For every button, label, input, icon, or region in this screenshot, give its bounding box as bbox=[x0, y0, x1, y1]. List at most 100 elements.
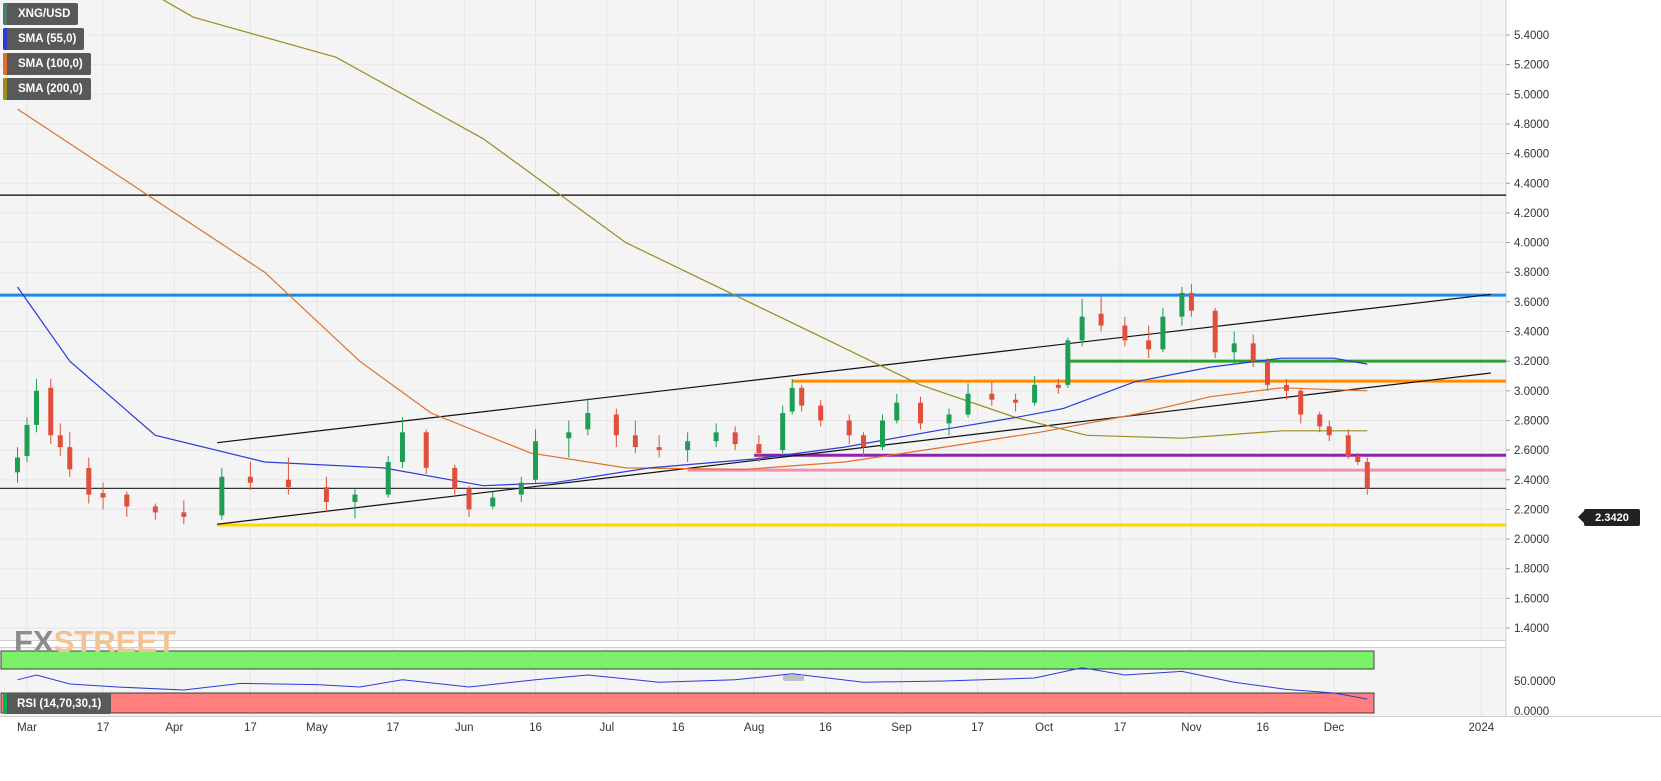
sma55-line bbox=[17, 286, 1368, 487]
price-tick-label: 5.0000 bbox=[1514, 89, 1549, 101]
sma100-line bbox=[17, 108, 1368, 471]
legend-sma100-label: SMA (100,0) bbox=[18, 58, 83, 70]
price-tick-label: 4.8000 bbox=[1514, 119, 1549, 131]
candle-body bbox=[100, 493, 106, 498]
candle-body bbox=[352, 494, 358, 502]
legend-sma100[interactable]: SMA (100,0) bbox=[3, 53, 91, 75]
candle-body bbox=[656, 447, 662, 451]
rsi-legend[interactable]: RSI (14,70,30,1) bbox=[3, 693, 112, 714]
time-tick-label: 17 bbox=[244, 722, 257, 734]
candle-body bbox=[86, 467, 92, 495]
time-tick-label: Mar bbox=[17, 722, 37, 734]
candle-body bbox=[799, 387, 805, 406]
candle-body bbox=[860, 435, 866, 448]
time-tick-label: 17 bbox=[971, 722, 984, 734]
candle-body bbox=[632, 435, 638, 448]
candle-body bbox=[756, 444, 762, 454]
candle-body bbox=[466, 488, 472, 510]
price-tick-label: 2.6000 bbox=[1514, 445, 1549, 457]
time-tick-label: Oct bbox=[1035, 722, 1054, 734]
candle-body bbox=[1013, 399, 1019, 403]
current-price-tag: 2.3420 bbox=[1578, 509, 1640, 526]
rsi-line bbox=[17, 667, 1368, 700]
time-tick-label: 16 bbox=[672, 722, 685, 734]
rsi-tick-label: 0.0000 bbox=[1514, 706, 1549, 718]
candle-body bbox=[323, 487, 329, 502]
candle-body bbox=[124, 494, 130, 507]
candle-body bbox=[1055, 384, 1061, 388]
time-tick-label: 16 bbox=[819, 722, 832, 734]
fxstreet-watermark: FXSTREET bbox=[14, 624, 176, 660]
candle-body bbox=[1160, 316, 1166, 350]
candle-body bbox=[399, 432, 405, 462]
candle-body bbox=[732, 432, 738, 445]
candle-body bbox=[713, 432, 719, 442]
legend-symbol[interactable]: XNG/USD bbox=[3, 3, 79, 25]
price-tick-label: 5.4000 bbox=[1514, 30, 1549, 42]
candle-body bbox=[14, 457, 20, 473]
time-tick-label: 2024 bbox=[1469, 722, 1495, 734]
candle-body bbox=[780, 413, 786, 451]
legend-sma55[interactable]: SMA (55,0) bbox=[3, 28, 85, 50]
candle-body bbox=[1032, 384, 1038, 403]
time-tick-label: May bbox=[306, 722, 328, 734]
legend-symbol-label: XNG/USD bbox=[18, 8, 71, 20]
candle-body bbox=[34, 390, 40, 425]
price-tick-label: 2.2000 bbox=[1514, 504, 1549, 516]
candle-body bbox=[1364, 461, 1370, 489]
sma200-line bbox=[162, 0, 1368, 439]
candle-body bbox=[685, 441, 691, 451]
price-tick-label: 2.8000 bbox=[1514, 415, 1549, 427]
watermark-part2: STREET bbox=[53, 624, 176, 659]
rsi-overbought-zone bbox=[0, 650, 1375, 670]
time-tick-label: Nov bbox=[1181, 722, 1202, 734]
candle-body bbox=[1345, 435, 1351, 457]
candle-body bbox=[452, 467, 458, 489]
legend-sma200[interactable]: SMA (200,0) bbox=[3, 78, 91, 100]
candle-body bbox=[1250, 343, 1256, 362]
candle-body bbox=[1146, 340, 1152, 350]
time-tick-label: 16 bbox=[529, 722, 542, 734]
time-tick-label: Jul bbox=[599, 722, 614, 734]
time-tick-label: Aug bbox=[744, 722, 764, 734]
time-tick-label: 17 bbox=[387, 722, 400, 734]
pane-divider-handle[interactable] bbox=[783, 675, 804, 681]
candle-body bbox=[48, 387, 54, 436]
price-tick-label: 4.6000 bbox=[1514, 149, 1549, 161]
candle-body bbox=[423, 432, 429, 468]
price-tick-label: 4.0000 bbox=[1514, 238, 1549, 250]
candle-body bbox=[518, 482, 524, 495]
price-tick-label: 4.4000 bbox=[1514, 178, 1549, 190]
candle-body bbox=[1298, 390, 1304, 415]
legend-sma200-swatch bbox=[3, 78, 7, 100]
candle-body bbox=[533, 441, 539, 480]
time-tick-label: 17 bbox=[97, 722, 110, 734]
rsi-legend-swatch bbox=[3, 693, 7, 714]
legend-sma200-label: SMA (200,0) bbox=[18, 83, 83, 95]
price-tick-label: 1.8000 bbox=[1514, 564, 1549, 576]
trendline bbox=[217, 372, 1491, 525]
candle-body bbox=[1065, 340, 1071, 385]
rsi-legend-label: RSI (14,70,30,1) bbox=[17, 697, 102, 710]
candle-body bbox=[247, 476, 253, 483]
legend-symbol-swatch bbox=[3, 3, 7, 25]
candle-body bbox=[1079, 316, 1085, 341]
watermark-part1: FX bbox=[14, 624, 54, 659]
time-tick-label: Apr bbox=[165, 722, 183, 734]
price-tick-label: 3.2000 bbox=[1514, 356, 1549, 368]
candle-body bbox=[894, 402, 900, 421]
candle-body bbox=[219, 476, 225, 516]
price-tick-label: 2.4000 bbox=[1514, 475, 1549, 487]
candle-body bbox=[24, 424, 30, 457]
candle-body bbox=[1122, 325, 1128, 341]
candle-body bbox=[946, 414, 952, 424]
candle-body bbox=[57, 435, 63, 448]
candle-body bbox=[818, 405, 824, 421]
candle-body bbox=[285, 479, 291, 488]
price-tick-label: 3.0000 bbox=[1514, 386, 1549, 398]
price-tick-label: 4.2000 bbox=[1514, 208, 1549, 220]
candle-body bbox=[385, 461, 391, 495]
candle-body bbox=[918, 402, 924, 424]
